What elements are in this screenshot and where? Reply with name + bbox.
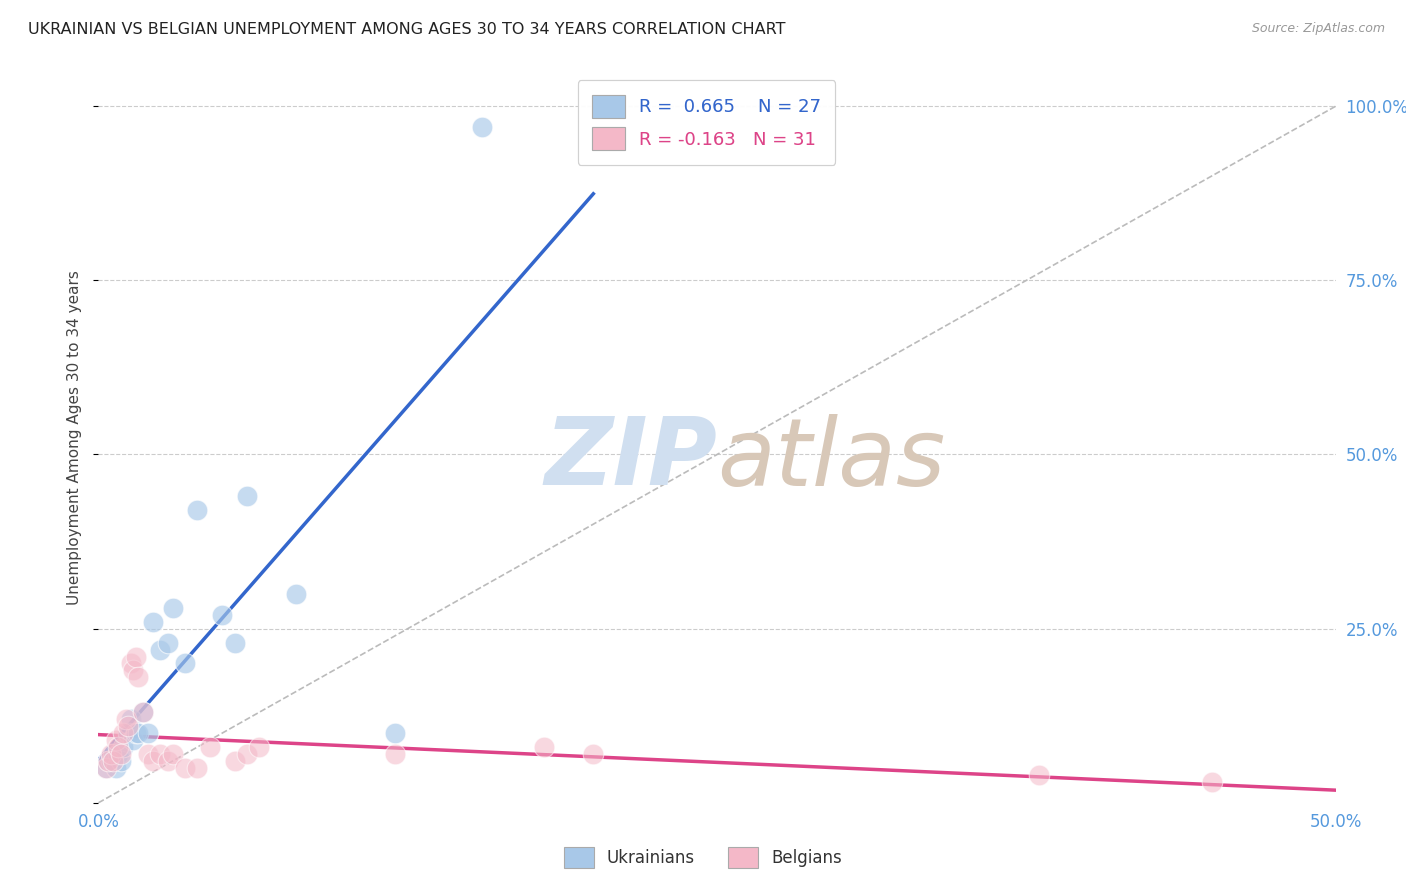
Point [114, 712, 136, 726]
Point [103, 754, 125, 768]
Point [162, 600, 184, 615]
Point [94, 761, 117, 775]
Point [174, 657, 197, 671]
Point [124, 726, 146, 740]
Legend: R =  0.665    N = 27, R = -0.163   N = 31: R = 0.665 N = 27, R = -0.163 N = 31 [578, 80, 835, 165]
Point [156, 754, 179, 768]
Point [122, 664, 145, 678]
Point [107, 747, 129, 761]
Point [97, 754, 120, 768]
Point [236, 747, 259, 761]
Legend: Ukrainians, Belgians: Ukrainians, Belgians [557, 840, 849, 875]
Point [107, 740, 129, 755]
Point [142, 615, 165, 629]
Point [103, 747, 125, 761]
Text: atlas: atlas [717, 414, 945, 505]
Point [117, 719, 139, 733]
Point [104, 733, 127, 747]
Point [224, 754, 246, 768]
Point [110, 754, 132, 768]
Text: Source: ZipAtlas.com: Source: ZipAtlas.com [1251, 22, 1385, 36]
Point [136, 747, 159, 761]
Point [132, 705, 155, 719]
Point [122, 733, 145, 747]
Point [211, 607, 233, 622]
Point [186, 761, 208, 775]
Text: ZIP: ZIP [544, 413, 717, 505]
Point [582, 747, 605, 761]
Point [384, 726, 406, 740]
Point [127, 726, 149, 740]
Point [198, 740, 221, 755]
Point [136, 726, 159, 740]
Point [112, 726, 135, 740]
Point [384, 747, 406, 761]
Point [120, 712, 142, 726]
Point [471, 120, 494, 134]
Point [1028, 768, 1050, 782]
Point [1201, 775, 1223, 789]
Point [224, 635, 246, 649]
Point [110, 747, 132, 761]
Point [120, 657, 142, 671]
Point [100, 747, 122, 761]
Point [97, 754, 120, 768]
Point [149, 642, 172, 657]
Point [127, 670, 149, 684]
Point [162, 747, 184, 761]
Point [156, 635, 179, 649]
Point [236, 489, 259, 503]
Point [112, 740, 135, 755]
Point [94, 761, 117, 775]
Point [132, 705, 155, 719]
Point [149, 747, 172, 761]
Point [186, 503, 208, 517]
Point [100, 754, 122, 768]
Point [124, 649, 146, 664]
Point [174, 761, 197, 775]
Point [247, 740, 270, 755]
Text: UKRAINIAN VS BELGIAN UNEMPLOYMENT AMONG AGES 30 TO 34 YEARS CORRELATION CHART: UKRAINIAN VS BELGIAN UNEMPLOYMENT AMONG … [28, 22, 786, 37]
Point [117, 726, 139, 740]
Point [142, 754, 165, 768]
Point [533, 740, 555, 755]
Point [104, 761, 127, 775]
Point [285, 587, 308, 601]
Y-axis label: Unemployment Among Ages 30 to 34 years: Unemployment Among Ages 30 to 34 years [67, 269, 83, 605]
